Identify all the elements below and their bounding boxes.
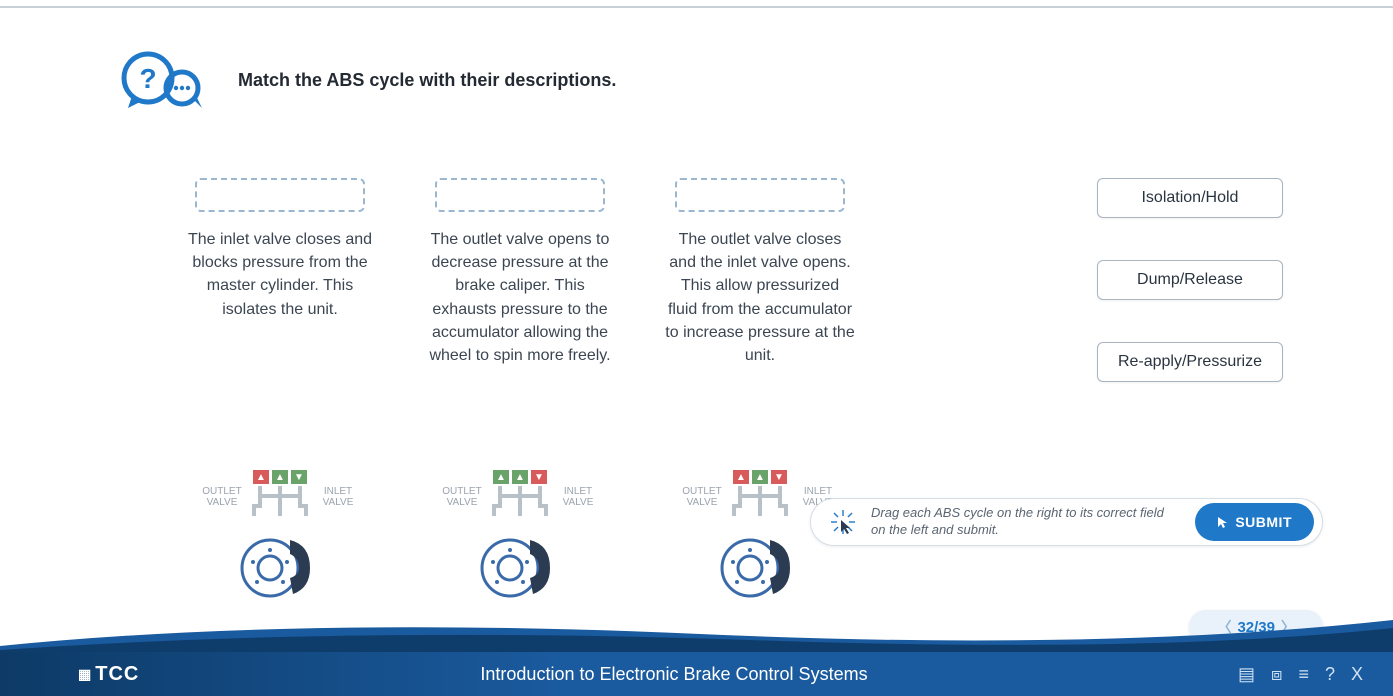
top-divider <box>0 6 1393 8</box>
question-bubble-icon: ? <box>120 50 220 110</box>
submit-label: SUBMIT <box>1235 514 1292 530</box>
outlet-valve-label: OUTLET VALVE <box>200 486 244 508</box>
course-title: Introduction to Electronic Brake Control… <box>110 664 1238 685</box>
header: ? Match the ABS cycle with their descrip… <box>120 50 616 110</box>
footer-toolbar: ▤ ⧈ ≡ ? X <box>1238 664 1393 685</box>
draggable-option[interactable]: Dump/Release <box>1097 260 1283 300</box>
instruction-text: Drag each ABS cycle on the right to its … <box>871 505 1181 539</box>
drop-columns: The inlet valve closes and blocks pressu… <box>180 178 860 367</box>
svg-text:?: ? <box>139 63 156 94</box>
footer-bar: ▦ TCC Introduction to Electronic Brake C… <box>0 652 1393 696</box>
inlet-valve-label: INLET VALVE <box>316 486 360 508</box>
menu-icon[interactable]: ≡ <box>1298 664 1309 685</box>
inlet-valve-label: INLET VALVE <box>556 486 600 508</box>
instruction-bar: Drag each ABS cycle on the right to its … <box>810 498 1323 546</box>
dropzone[interactable] <box>435 178 605 212</box>
exit-icon[interactable]: X <box>1351 664 1363 685</box>
options-panel: Isolation/Hold Dump/Release Re-apply/Pre… <box>1097 178 1283 382</box>
prev-arrow-icon[interactable]: 〈 <box>1211 617 1237 637</box>
outlet-valve-label: OUTLET VALVE <box>680 486 724 508</box>
indicator-lights: ▲▲▼ <box>253 470 307 484</box>
description-text: The outlet valve closes and the inlet va… <box>665 228 855 367</box>
progress-text: 32/39 <box>1237 619 1275 636</box>
indicator-lights: ▲▲▼ <box>733 470 787 484</box>
footer-wave <box>0 616 1393 652</box>
brake-rotor-icon <box>235 520 325 600</box>
submit-button[interactable]: SUBMIT <box>1195 503 1314 541</box>
drag-cursor-icon <box>829 508 857 536</box>
pipe-icon <box>490 486 550 516</box>
training-slide: ? Match the ABS cycle with their descrip… <box>0 0 1393 696</box>
help-icon[interactable]: ? <box>1325 664 1335 685</box>
logo: ▦ TCC <box>0 663 110 686</box>
description-text: The outlet valve opens to decrease press… <box>425 228 615 367</box>
drop-column: The inlet valve closes and blocks pressu… <box>180 178 380 367</box>
prompt-text: Match the ABS cycle with their descripti… <box>238 70 616 91</box>
drop-column: The outlet valve opens to decrease press… <box>420 178 620 367</box>
dropzone[interactable] <box>195 178 365 212</box>
valve-diagram: ▲▲▼ OUTLET VALVE INLET VALVE <box>180 470 380 600</box>
logo-mark-icon: ▦ <box>78 666 89 683</box>
diagrams-row: ▲▲▼ OUTLET VALVE INLET VALVE ▲▲▼ OUTLET … <box>180 470 860 600</box>
pipe-icon <box>250 486 310 516</box>
brake-rotor-icon <box>715 520 805 600</box>
submit-cursor-icon <box>1217 516 1229 528</box>
brake-rotor-icon <box>475 520 565 600</box>
pipe-icon <box>730 486 790 516</box>
drop-column: The outlet valve closes and the inlet va… <box>660 178 860 367</box>
next-arrow-icon[interactable]: 〉 <box>1275 617 1301 637</box>
progress-indicator: 〈 32/39 〉 <box>1189 610 1323 644</box>
valve-diagram: ▲▲▼ OUTLET VALVE INLET VALVE <box>420 470 620 600</box>
transcript-icon[interactable]: ▤ <box>1238 664 1255 685</box>
resources-icon[interactable]: ⧈ <box>1271 664 1282 685</box>
indicator-lights: ▲▲▼ <box>493 470 547 484</box>
description-text: The inlet valve closes and blocks pressu… <box>185 228 375 321</box>
draggable-option[interactable]: Re-apply/Pressurize <box>1097 342 1283 382</box>
dropzone[interactable] <box>675 178 845 212</box>
draggable-option[interactable]: Isolation/Hold <box>1097 178 1283 218</box>
outlet-valve-label: OUTLET VALVE <box>440 486 484 508</box>
